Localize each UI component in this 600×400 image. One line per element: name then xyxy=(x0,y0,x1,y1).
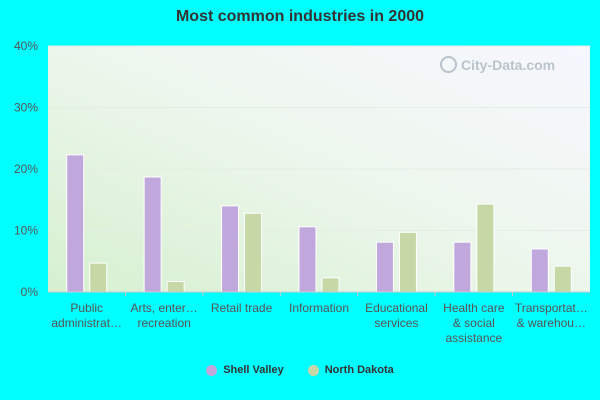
bars xyxy=(66,154,572,293)
x-tick-label: Health care & social assistance xyxy=(443,301,505,345)
bar-north-dakota xyxy=(89,262,108,293)
watermark-text: City-Data.com xyxy=(461,57,556,73)
bar-shell-valley xyxy=(298,226,317,293)
bar-north-dakota xyxy=(244,212,263,293)
x-tick-label: Information xyxy=(289,301,349,315)
y-tick-label: 0% xyxy=(21,285,39,299)
y-tick-label: 10% xyxy=(14,224,38,238)
y-tick-label: 30% xyxy=(14,101,38,115)
bar-north-dakota xyxy=(553,265,572,293)
bar-shell-valley xyxy=(375,241,394,293)
y-tick-label: 40% xyxy=(14,39,38,53)
y-axis-ticks: 0% 10% 20% 30% 40% xyxy=(14,39,38,299)
gridlines xyxy=(48,45,590,231)
bar-shell-valley xyxy=(453,241,472,293)
watermark: City-Data.com xyxy=(440,56,555,73)
chart-title: Most common industries in 2000 xyxy=(175,8,425,25)
bar-north-dakota xyxy=(321,277,340,293)
bar-north-dakota xyxy=(398,231,417,293)
bar-north-dakota xyxy=(476,203,495,293)
bar-shell-valley xyxy=(66,154,85,293)
legend: Shell Valley North Dakota xyxy=(0,364,600,376)
x-tick-label: Transportat… & warehou… xyxy=(515,301,588,330)
y-tick-label: 20% xyxy=(14,162,38,176)
x-tick-label: Educational services xyxy=(365,301,428,330)
bar-shell-valley xyxy=(143,176,162,293)
bar-shell-valley xyxy=(221,205,240,293)
x-tick-label: Public administrat… xyxy=(51,301,122,330)
x-tick-label: Retail trade xyxy=(211,301,273,315)
legend-label: North Dakota xyxy=(324,364,394,376)
legend-item: Shell Valley xyxy=(206,364,284,376)
legend-item: North Dakota xyxy=(307,364,394,376)
x-tick-label: Arts, enter… recreation xyxy=(130,301,197,330)
x-axis-labels: Public administrat… Arts, enter… recreation… xyxy=(51,292,588,345)
legend-label: Shell Valley xyxy=(223,364,284,376)
search-icon xyxy=(440,56,457,73)
bar-north-dakota xyxy=(166,281,185,293)
legend-swatch xyxy=(307,364,319,376)
bar-shell-valley xyxy=(530,248,549,293)
legend-swatch xyxy=(206,364,218,376)
